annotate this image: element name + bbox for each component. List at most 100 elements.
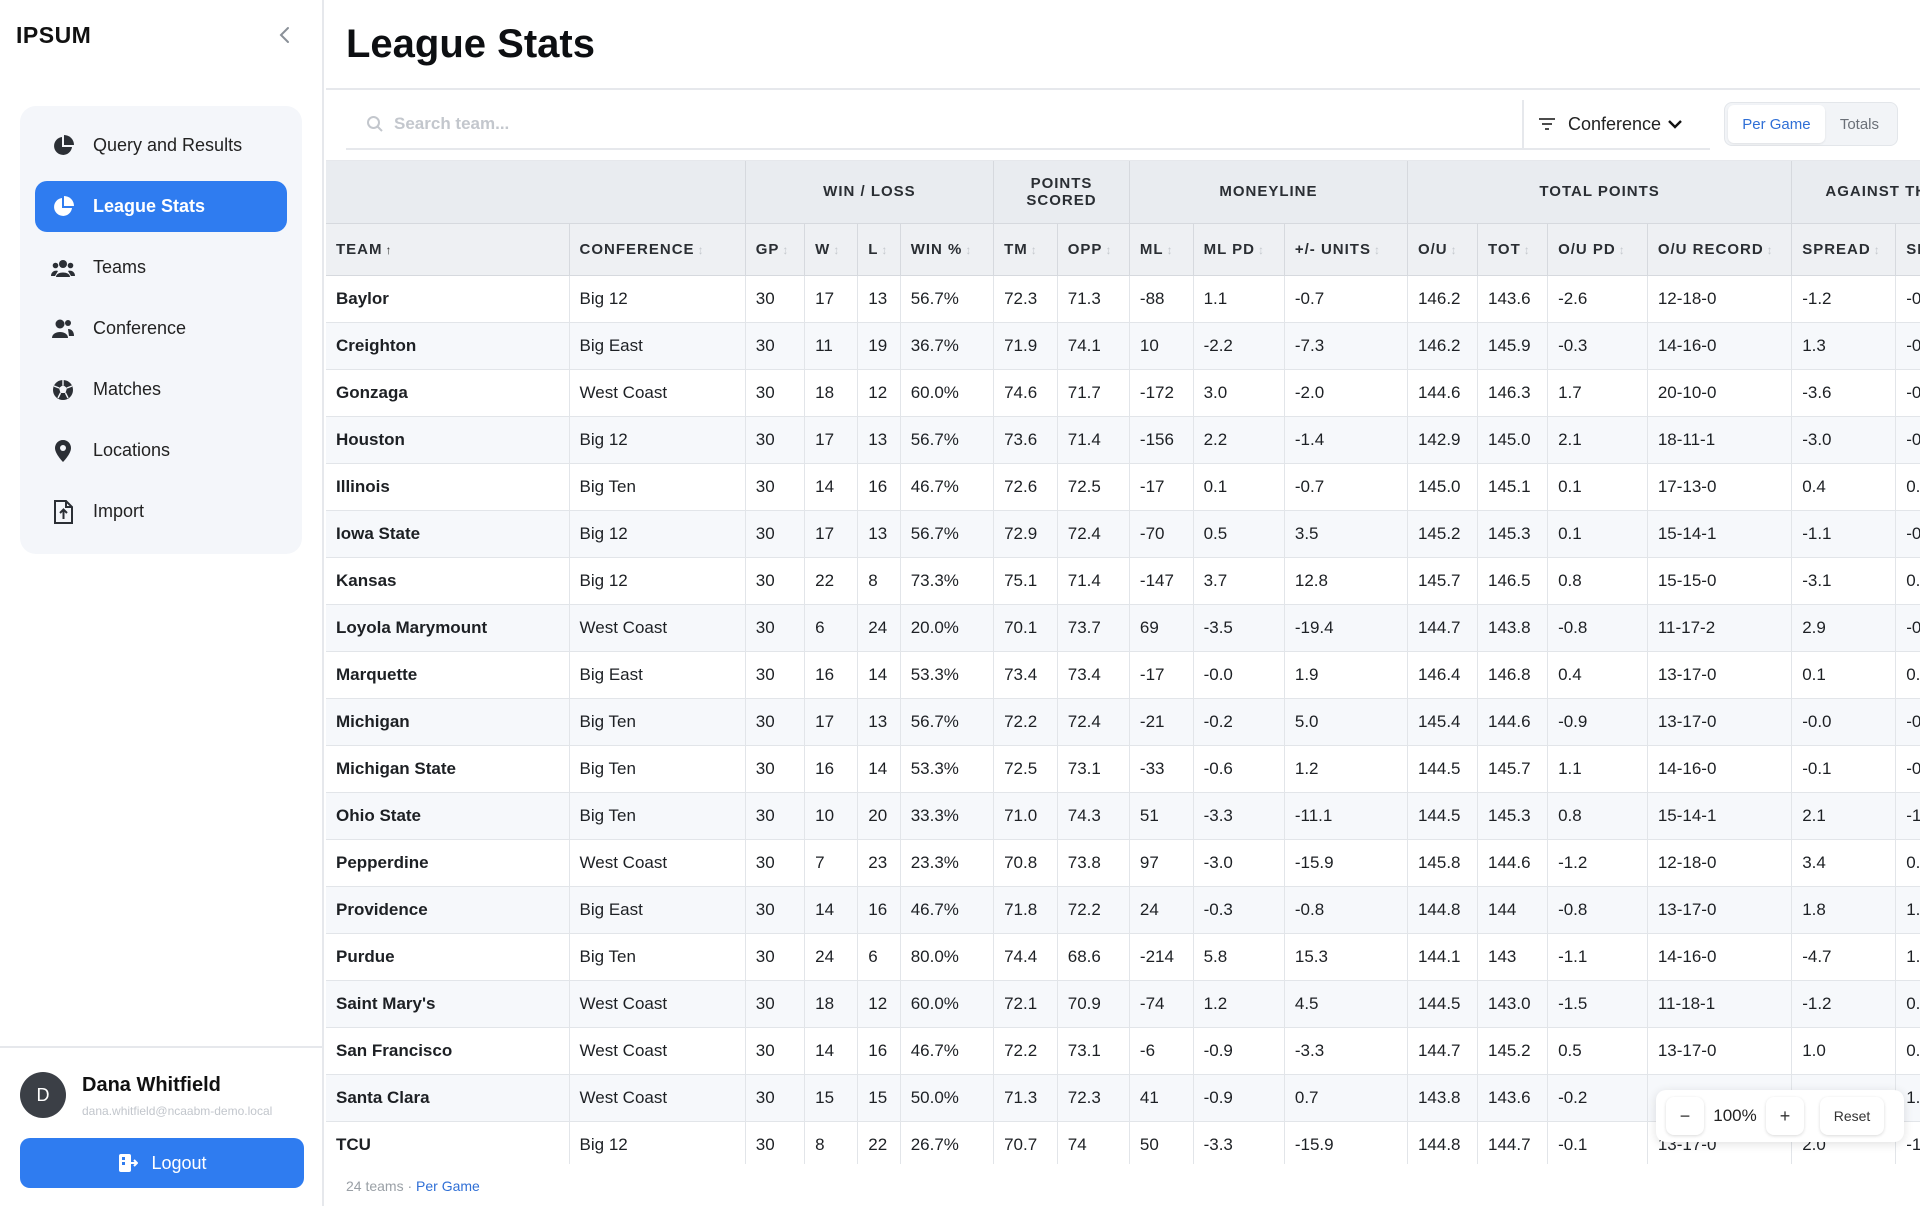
table-row[interactable]: Loyola Marymount West Coast 30 6 24 20.0% 70.1… bbox=[326, 604, 1920, 652]
totals-toggle[interactable]: Totals bbox=[1839, 115, 1879, 133]
table-cell: 71.3 bbox=[993, 1074, 1058, 1122]
zoom-out-button[interactable]: − bbox=[1666, 1097, 1704, 1135]
column-header[interactable]: O/U ↕ bbox=[1407, 223, 1479, 276]
per-game-toggle[interactable]: Per Game bbox=[1728, 105, 1825, 143]
table-row[interactable]: Iowa State Big 12 30 17 13 56.7% 72.9 72.4 -70 0.… bbox=[326, 510, 1920, 558]
table-cell: 3.5 bbox=[1284, 510, 1408, 558]
table-row[interactable]: Michigan State Big Ten 30 16 14 53.3% 72.5 73.1… bbox=[326, 745, 1920, 793]
table-row[interactable]: Purdue Big Ten 30 24 6 80.0% 74.4 68.6 -214 5.8 15… bbox=[326, 933, 1920, 981]
table-cell: 0.1 bbox=[1193, 463, 1285, 511]
table-row[interactable]: Marquette Big East 30 16 14 53.3% 73.4 73.4 -17-… bbox=[326, 651, 1920, 699]
column-header[interactable]: TOT ↕ bbox=[1477, 223, 1549, 276]
table-row[interactable]: Houston Big 12 30 17 13 56.7% 73.6 71.4 -156 2.2-… bbox=[326, 416, 1920, 464]
zoom-in-button[interactable]: + bbox=[1766, 1097, 1804, 1135]
collapse-sidebar-button[interactable] bbox=[272, 22, 298, 48]
column-header[interactable]: L ↕ bbox=[857, 223, 901, 276]
sidebar-item-matches[interactable]: Matches bbox=[35, 364, 287, 415]
table-row[interactable]: Kansas Big 12 30 22 8 73.3% 75.1 71.4 -147 3.7 12.… bbox=[326, 557, 1920, 605]
column-header[interactable]: TEAM ↑ bbox=[326, 223, 570, 276]
table-cell: 0.1 bbox=[1895, 1027, 1920, 1075]
team-name-cell: Houston bbox=[326, 416, 570, 464]
sort-icon: ↕ bbox=[833, 242, 841, 257]
column-header[interactable]: O/U RECORD ↕ bbox=[1647, 223, 1793, 276]
table-cell: 4.5 bbox=[1284, 980, 1408, 1028]
table-row[interactable]: Baylor Big 12 30 17 13 56.7% 72.3 71.3 -88 1.1 -0.… bbox=[326, 275, 1920, 323]
table-cell: 1.2 bbox=[1284, 745, 1408, 793]
table-cell: 14 bbox=[804, 1027, 859, 1075]
stats-table-container[interactable]: WIN / LOSS POINTS SCORED MONEYLINE TOTAL PO… bbox=[326, 160, 1920, 1164]
table-row[interactable]: TCU Big 12 30 8 22 26.7% 70.7 74 50 -3.3 -15.9 144.… bbox=[326, 1121, 1920, 1164]
table-row[interactable]: Gonzaga West Coast 30 18 12 60.0% 74.6 71.7 -172… bbox=[326, 369, 1920, 417]
conference-filter-dropdown[interactable]: Conference bbox=[1522, 100, 1710, 150]
search-icon bbox=[367, 116, 383, 132]
column-header[interactable]: O/U PD ↕ bbox=[1547, 223, 1648, 276]
column-header[interactable]: TM ↕ bbox=[993, 223, 1058, 276]
column-header-label: GP bbox=[755, 240, 780, 258]
divider bbox=[326, 88, 1920, 90]
column-header-label: L bbox=[868, 240, 879, 258]
table-row[interactable]: San Francisco West Coast 30 14 16 46.7% 72.2 73… bbox=[326, 1027, 1920, 1075]
table-row[interactable]: Saint Mary's West Coast 30 18 12 60.0% 72.1 70.… bbox=[326, 980, 1920, 1028]
table-cell: -0.6 bbox=[1193, 745, 1285, 793]
table-cell: -172 bbox=[1129, 369, 1194, 417]
table-cell: 70.9 bbox=[1057, 980, 1130, 1028]
sidebar-item-conference[interactable]: Conference bbox=[35, 303, 287, 354]
table-cell: Big 12 bbox=[569, 275, 746, 323]
table-cell: -33 bbox=[1129, 745, 1194, 793]
table-cell: 15-14-1 bbox=[1647, 792, 1793, 840]
column-header[interactable]: +/- UNITS ↕ bbox=[1284, 223, 1408, 276]
table-cell: 14-16-0 bbox=[1647, 322, 1793, 370]
table-cell: -0.0 bbox=[1193, 651, 1285, 699]
table-cell: -0.6 bbox=[1895, 369, 1920, 417]
logout-button[interactable]: Logout bbox=[20, 1138, 304, 1188]
sidebar-item-import[interactable]: Import bbox=[35, 486, 287, 537]
column-header[interactable]: ML PD ↕ bbox=[1193, 223, 1285, 276]
table-cell: 33.3% bbox=[900, 792, 995, 840]
sidebar-item-query-and-results[interactable]: Query and Results bbox=[35, 120, 287, 171]
search-input[interactable] bbox=[394, 114, 1394, 134]
table-cell: 0.8 bbox=[1547, 792, 1648, 840]
column-header[interactable]: WIN % ↕ bbox=[900, 223, 995, 276]
table-cell: 20 bbox=[857, 792, 901, 840]
column-header[interactable]: GP ↕ bbox=[745, 223, 806, 276]
table-row[interactable]: Ohio State Big Ten 30 10 20 33.3% 71.0 74.3 51 -3… bbox=[326, 792, 1920, 840]
table-cell: 74.6 bbox=[993, 369, 1058, 417]
table-cell: 30 bbox=[745, 463, 806, 511]
table-row[interactable]: Creighton Big East 30 11 19 36.7% 71.9 74.1 10 -2… bbox=[326, 322, 1920, 370]
table-row[interactable]: Providence Big East 30 14 16 46.7% 71.8 72.2 24-… bbox=[326, 886, 1920, 934]
table-cell: 30 bbox=[745, 933, 806, 981]
column-header[interactable]: CONFERENCE ↕ bbox=[569, 223, 746, 276]
table-cell: 72.2 bbox=[1057, 886, 1130, 934]
table-cell: -3.3 bbox=[1193, 792, 1285, 840]
table-cell: 15-15-0 bbox=[1647, 557, 1793, 605]
table-body: Baylor Big 12 30 17 13 56.7% 72.3 71.3 -88 1.1 -0.… bbox=[326, 275, 1920, 1164]
table-row[interactable]: Pepperdine West Coast 30 7 23 23.3% 70.8 73.8 97… bbox=[326, 839, 1920, 887]
zoom-reset-button[interactable]: Reset bbox=[1820, 1097, 1884, 1135]
table-cell: -70 bbox=[1129, 510, 1194, 558]
table-cell: 1.0 bbox=[1791, 1027, 1897, 1075]
column-header[interactable]: OPP ↕ bbox=[1057, 223, 1130, 276]
sidebar-item-league-stats[interactable]: League Stats bbox=[35, 181, 287, 232]
sort-icon: ↕ bbox=[1523, 242, 1531, 257]
sidebar-item-locations[interactable]: Locations bbox=[35, 425, 287, 476]
column-header-label: ML bbox=[1139, 240, 1164, 258]
table-cell: 30 bbox=[745, 557, 806, 605]
table-cell: 13-17-0 bbox=[1647, 698, 1793, 746]
table-cell: 146.3 bbox=[1477, 369, 1549, 417]
table-cell: -0.7 bbox=[1895, 604, 1920, 652]
table-cell: 30 bbox=[745, 369, 806, 417]
team-name-cell: Santa Clara bbox=[326, 1074, 570, 1122]
column-header[interactable]: SPREAD ↕ bbox=[1791, 223, 1897, 276]
table-cell: 146.2 bbox=[1407, 322, 1479, 370]
table-cell: 15-14-1 bbox=[1647, 510, 1793, 558]
sidebar-item-teams[interactable]: Teams bbox=[35, 242, 287, 293]
table-row[interactable]: Michigan Big Ten 30 17 13 56.7% 72.2 72.4 -21 -0.… bbox=[326, 698, 1920, 746]
table-row[interactable]: Illinois Big Ten 30 14 16 46.7% 72.6 72.5 -17 0.1… bbox=[326, 463, 1920, 511]
column-header[interactable]: ML ↕ bbox=[1129, 223, 1194, 276]
table-cell: -1.4 bbox=[1284, 416, 1408, 464]
column-header[interactable]: SPREAD PD↕ bbox=[1895, 223, 1920, 276]
column-header[interactable]: W ↕ bbox=[804, 223, 859, 276]
table-cell: 60.0% bbox=[900, 369, 995, 417]
table-cell: 145.0 bbox=[1477, 416, 1549, 464]
map-pin-icon bbox=[51, 439, 75, 463]
